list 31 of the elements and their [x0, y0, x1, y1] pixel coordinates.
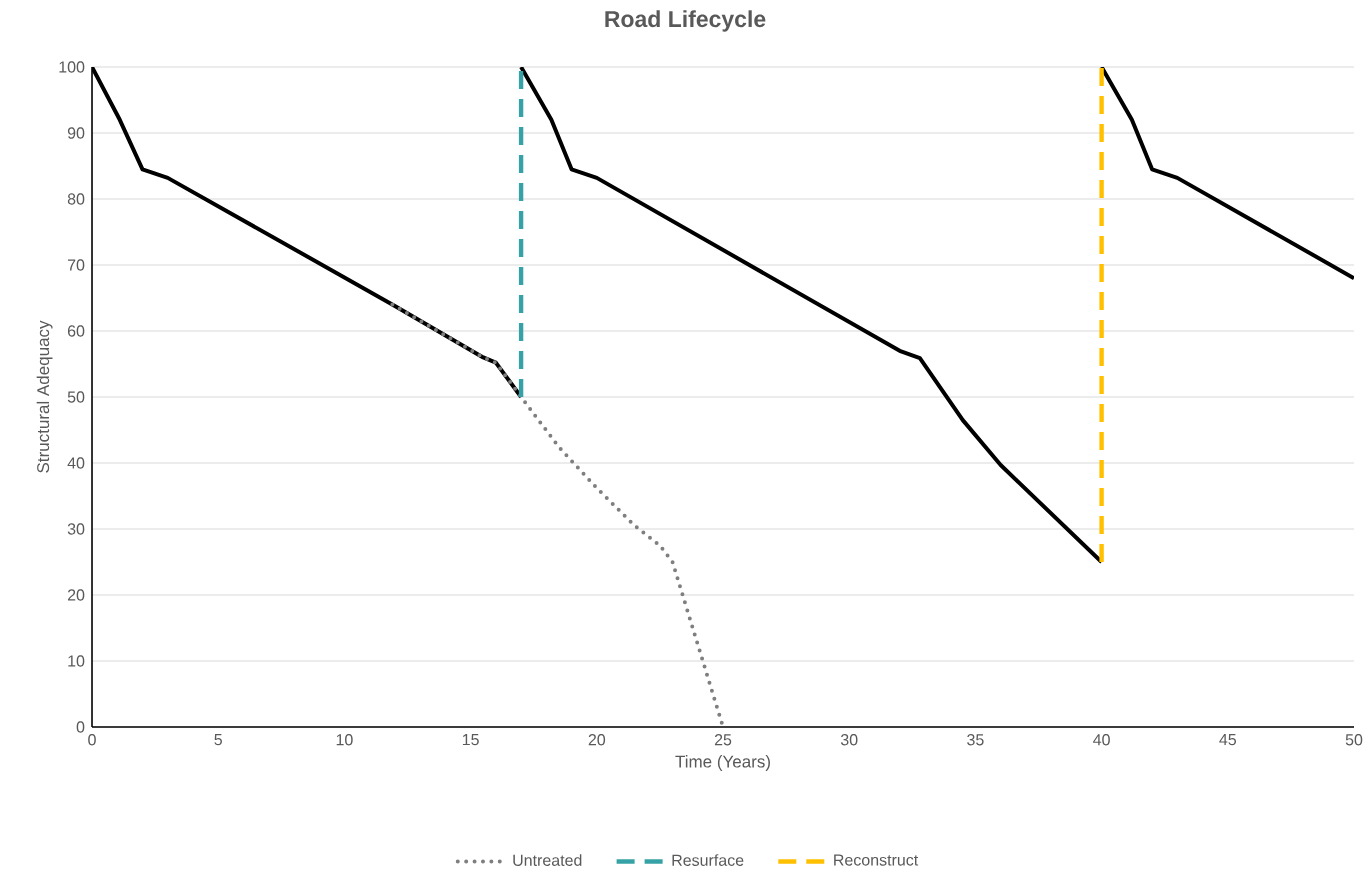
x-tick-label: 50 [1345, 734, 1363, 746]
y-tick-label: 0 [76, 721, 85, 733]
y-tick-label: 40 [67, 457, 85, 469]
legend-label: Untreated [513, 854, 582, 867]
x-tick-label: 35 [967, 734, 984, 746]
x-tick-label: 45 [1219, 734, 1237, 746]
x-tick-label: 25 [714, 734, 732, 746]
x-tick-label: 5 [214, 734, 222, 746]
x-tick-label: 30 [840, 734, 858, 746]
x-axis-title: Time (Years) [675, 755, 770, 772]
y-tick-label: 20 [67, 589, 85, 601]
y-tick-label: 30 [67, 523, 85, 535]
legend-label: Reconstruct [834, 854, 919, 866]
legend-label: Resurface [672, 854, 744, 867]
line-series [390, 302, 726, 728]
y-tick-label: 10 [68, 655, 85, 667]
x-tick-label: 20 [588, 734, 606, 746]
x-tick-label: 10 [336, 734, 353, 746]
y-tick-label: 80 [67, 193, 85, 205]
line-series [1099, 67, 1354, 281]
y-tick-label: 100 [59, 61, 85, 73]
y-tick-label: 50 [67, 391, 85, 403]
y-tick-label: 70 [67, 259, 85, 271]
y-tick-label: 60 [67, 325, 85, 337]
y-axis-title: Structural Adequacy [36, 320, 53, 473]
x-tick-label: 15 [462, 734, 479, 746]
x-tick-label: 0 [88, 734, 96, 746]
line-series [519, 67, 1104, 565]
chart-title: Road Lifecycle [605, 10, 766, 32]
x-tick-label: 40 [1093, 734, 1110, 746]
y-tick-label: 90 [67, 127, 85, 139]
